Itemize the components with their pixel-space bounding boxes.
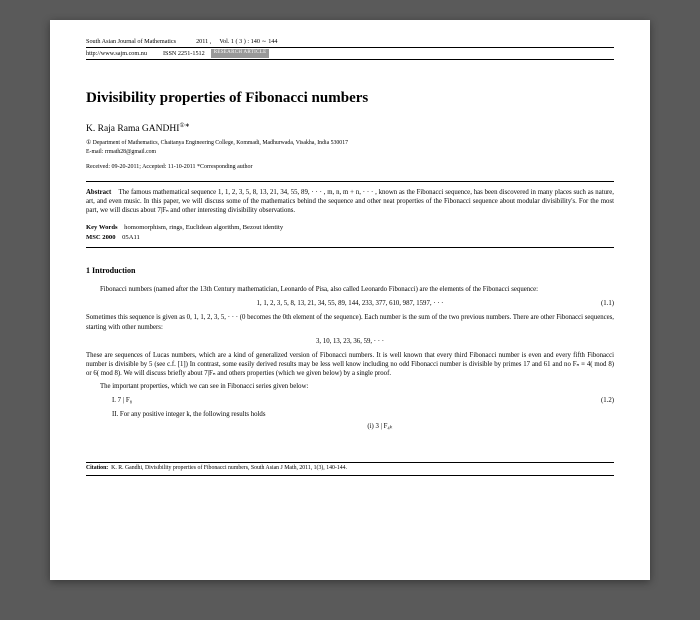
affiliation-email: E-mail: rrmath28@gmail.com — [86, 149, 614, 157]
item-2a: (i) 3 | F₄ₖ — [146, 422, 614, 431]
citation-text: K. R. Gandhi, Divisibility properties of… — [111, 465, 347, 471]
keywords-label: Key Words — [86, 224, 118, 231]
abstract-text: The famous mathematical sequence 1, 1, 2… — [86, 189, 614, 214]
journal-year: 2011 , — [196, 38, 211, 46]
item-1: I. 7 | F₈ (1.2) — [86, 396, 614, 405]
para-2: Sometimes this sequence is given as 0, 1… — [86, 313, 614, 331]
author-text: K. Raja Rama GANDHI — [86, 125, 179, 135]
paper-title: Divisibility properties of Fibonacci num… — [86, 88, 614, 108]
citation-label: Citation: — [86, 465, 108, 471]
para-1: Fibonacci numbers (named after the 13th … — [86, 285, 614, 294]
para-4: The important properties, which we can s… — [86, 382, 614, 391]
eq1-text: 1, 1, 2, 3, 5, 8, 13, 21, 34, 55, 89, 14… — [257, 300, 444, 307]
section-1-heading: 1 Introduction — [86, 266, 614, 277]
para-3: These are sequences of Lucas numbers, wh… — [86, 351, 614, 379]
journal-url: http://www.sajm.com.nu — [86, 50, 147, 58]
journal-vol: Vol. 1 ( 3 ) : 140 ∼ 144 — [219, 38, 277, 46]
journal-name: South Asian Journal of Mathematics — [86, 38, 176, 46]
journal-issn: ISSN 2251-1512 — [163, 50, 205, 58]
dates-line: Received: 09-20-2011; Accepted: 11-10-20… — [86, 163, 614, 171]
citation-divider-top — [86, 462, 614, 463]
msc-line: MSC 2000 05A11 — [86, 234, 614, 243]
citation-divider-bottom — [86, 475, 614, 476]
paper-page: South Asian Journal of Mathematics 2011 … — [50, 20, 650, 580]
msc-text: 05A11 — [122, 234, 140, 241]
author-name: K. Raja Rama GANDHI①∗ — [86, 122, 614, 136]
eq2-text: 3, 10, 13, 23, 36, 59, · · · — [316, 338, 384, 345]
keywords-text: homomorphism, rings, Euclidean algorithm… — [124, 224, 283, 231]
para-4-text: The important properties, which we can s… — [100, 383, 308, 390]
author-mark: ①∗ — [179, 123, 189, 129]
item-2: II. For any positive integer k, the foll… — [100, 410, 614, 419]
eq3-num: (1.2) — [601, 396, 614, 405]
divider-bottom — [86, 247, 614, 248]
item1-text: I. 7 | F₈ — [112, 397, 132, 404]
journal-header-1: South Asian Journal of Mathematics 2011 … — [86, 38, 614, 48]
citation-block: Citation: K. R. Gandhi, Divisibility pro… — [86, 457, 614, 476]
divider-top — [86, 181, 614, 182]
article-type-badge: RESEARCH ARTICLE — [211, 49, 270, 58]
abstract-block: Abstract The famous mathematical sequenc… — [86, 188, 614, 216]
msc-label: MSC 2000 — [86, 234, 116, 241]
eq1-num: (1.1) — [601, 299, 614, 308]
equation-1: 1, 1, 2, 3, 5, 8, 13, 21, 34, 55, 89, 14… — [86, 299, 614, 308]
abstract-label: Abstract — [86, 189, 111, 196]
equation-2: 3, 10, 13, 23, 36, 59, · · · — [86, 337, 614, 346]
keywords-line: Key Words homomorphism, rings, Euclidean… — [86, 224, 614, 233]
journal-header-2: http://www.sajm.com.nu ISSN 2251-1512 RE… — [86, 49, 614, 60]
affiliation-1: ① Department of Mathematics, Chaitanya E… — [86, 140, 614, 148]
